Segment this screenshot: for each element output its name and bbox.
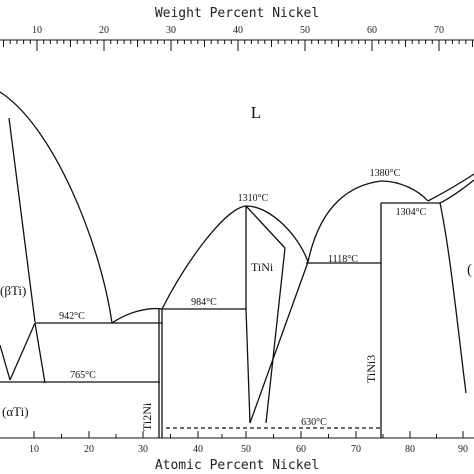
top-tick-label: 10 <box>32 25 42 36</box>
bottom-tick-label: 10 <box>29 444 39 455</box>
ni-liquidus <box>427 173 474 202</box>
tini-right-phase-boundary <box>265 247 286 424</box>
tini-right-solidus <box>245 205 286 249</box>
top-axis-major-ticks <box>36 40 440 51</box>
temp-label-1380: 1380°C <box>370 168 401 179</box>
ti2ni-liquidus <box>111 307 163 324</box>
temp-label-1118: 1118°C <box>328 254 358 265</box>
top-axis-minor-ticks <box>3 40 473 47</box>
top-axis-title: Weight Percent Nickel <box>155 6 319 21</box>
bottom-tick-label: 80 <box>405 444 415 455</box>
top-tick-label: 30 <box>166 25 176 36</box>
tini-liquidus-left <box>161 205 247 310</box>
ni-side-phase-label: ( <box>467 262 472 278</box>
top-tick-label: 40 <box>233 25 243 36</box>
bottom-tick-label: 40 <box>193 444 203 455</box>
beta-eutectoid-boundary <box>34 322 46 384</box>
beta-ti-label: (βTi) <box>0 283 26 298</box>
bottom-axis-title: Atomic Percent Nickel <box>155 458 319 473</box>
tini3-liquidus-left <box>307 180 429 263</box>
top-tick-label: 70 <box>434 25 444 36</box>
temp-label-942: 942°C <box>59 311 85 322</box>
bottom-tick-label: 60 <box>296 444 306 455</box>
bottom-tick-label: 90 <box>458 444 468 455</box>
ti-rich-liquidus <box>0 91 113 324</box>
beta-ti-transus-left <box>0 344 11 381</box>
tini-ni-side-boundary <box>249 261 309 424</box>
beta-ti-transus-right <box>9 322 36 381</box>
bottom-tick-label: 30 <box>138 444 148 455</box>
temp-label-630: 630°C <box>301 417 327 428</box>
ti2ni-label: Ti2Ni <box>140 402 154 431</box>
temp-label-1304: 1304°C <box>396 207 427 218</box>
top-tick-label: 20 <box>99 25 109 36</box>
tini-label: TiNi <box>251 260 274 274</box>
top-tick-label: 50 <box>300 25 310 36</box>
top-tick-label: 60 <box>367 25 377 36</box>
temp-label-1310: 1310°C <box>238 193 269 204</box>
tini-liquidus-right <box>245 205 309 263</box>
beta-ti-solidus <box>8 117 36 323</box>
liquid-label: L <box>251 103 261 122</box>
temp-label-765: 765°C <box>70 370 96 381</box>
bottom-tick-label: 70 <box>351 444 361 455</box>
ni-solvus <box>439 202 467 394</box>
tini3-label: TiNi3 <box>364 355 378 383</box>
bottom-tick-label: 50 <box>241 444 251 455</box>
bottom-axis-ticks <box>33 431 464 438</box>
ni-solidus <box>439 179 474 204</box>
temp-label-984: 984°C <box>191 297 217 308</box>
bottom-tick-label: 20 <box>84 444 94 455</box>
alpha-ti-label: (αTi) <box>2 404 29 419</box>
tini-left-phase-boundary <box>245 206 251 424</box>
